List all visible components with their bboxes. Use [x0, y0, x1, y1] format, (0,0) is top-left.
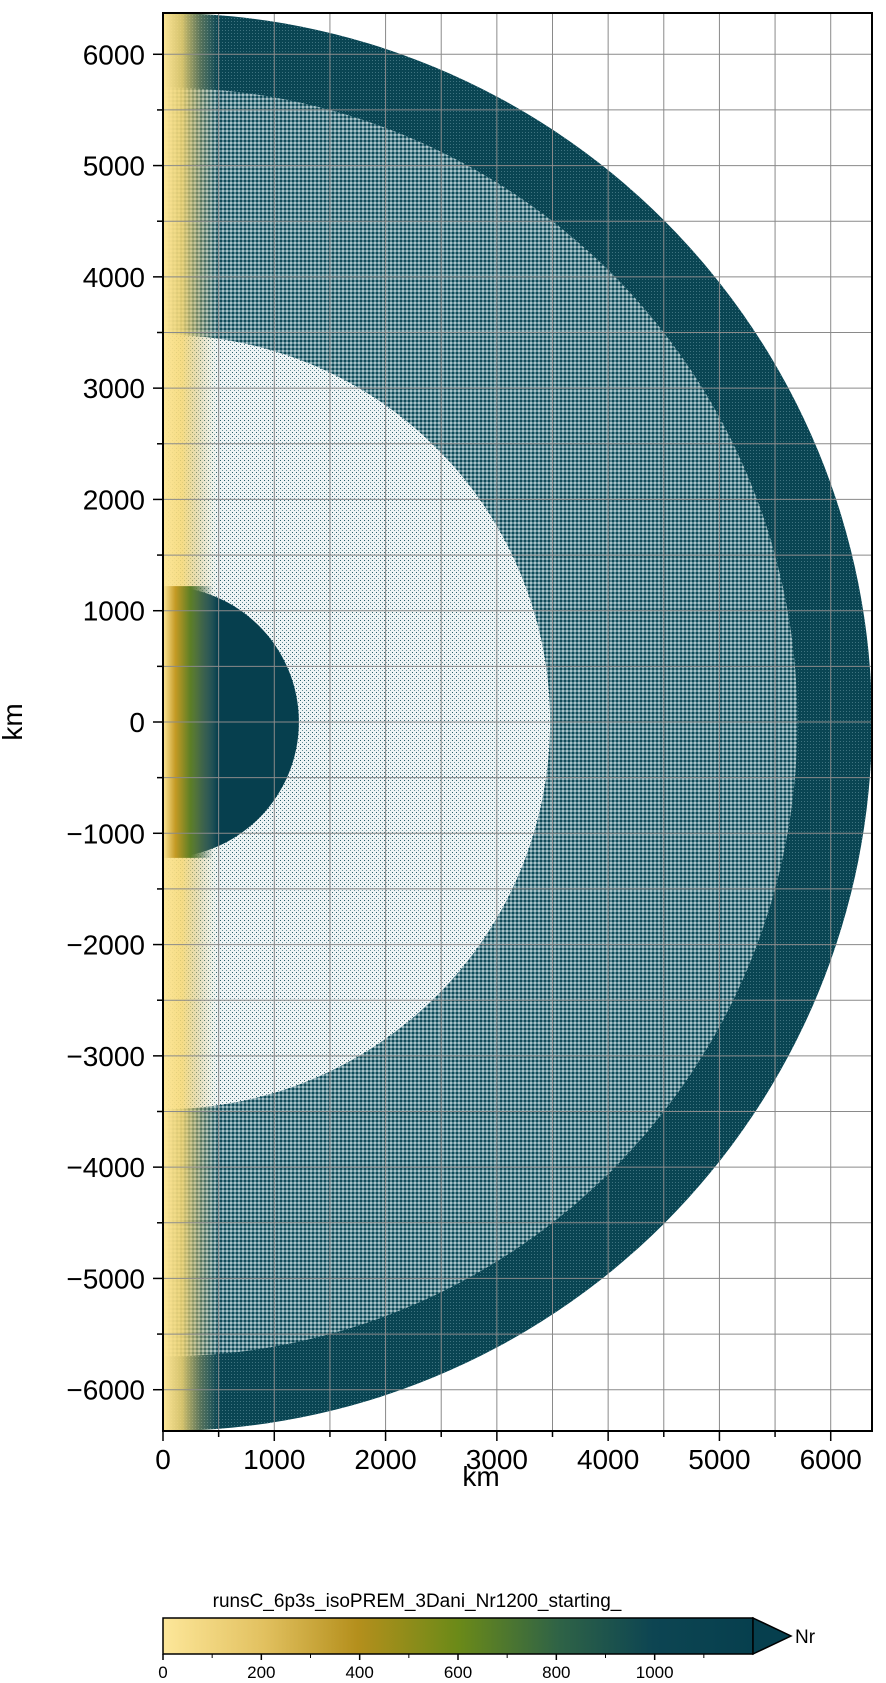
y-tick-label: 2000 [83, 484, 145, 515]
colorbar-tick-label: 400 [345, 1663, 373, 1682]
y-tick-label: −6000 [66, 1375, 145, 1406]
x-tick-label: 2000 [354, 1444, 416, 1475]
y-tick-label: 1000 [83, 596, 145, 627]
x-tick-label: 1000 [243, 1444, 305, 1475]
colorbar-tick-label: 800 [542, 1663, 570, 1682]
colorbar-unit-label: Nr [795, 1627, 816, 1648]
y-axis-label: km [0, 703, 28, 740]
y-axis-ticks: 6000 5000 4000 3000 2000 1000 0 −1000 −2000 −3000… [66, 39, 163, 1406]
colorbar-tick-label: 200 [247, 1663, 275, 1682]
colorbar-overflow-triangle [752, 1616, 793, 1656]
x-axis-label: km [462, 1461, 499, 1492]
y-tick-label: 4000 [83, 262, 145, 293]
colorbar-tick-label: 600 [444, 1663, 472, 1682]
colorbar-ticks: 0 200 400 600 800 1000 [158, 1654, 705, 1682]
y-tick-label: −1000 [66, 818, 145, 849]
x-tick-label: 5000 [688, 1444, 750, 1475]
y-tick-label: −2000 [66, 930, 145, 961]
y-tick-label: 0 [129, 707, 145, 738]
x-tick-label: 4000 [577, 1444, 639, 1475]
x-tick-label: 3000 [466, 1444, 528, 1475]
colorbar-title: runsC_6p3s_isoPREM_3Dani_Nr1200_starting… [213, 1591, 622, 1612]
colorbar-tick-label: 1000 [636, 1663, 674, 1682]
x-tick-label: 0 [155, 1444, 171, 1475]
colorbar-tick-label: 0 [158, 1663, 167, 1682]
y-tick-label: 3000 [83, 373, 145, 404]
x-axis-ticks: 0 1000 2000 3000 4000 5000 6000 [155, 1431, 862, 1475]
y-tick-label: −5000 [66, 1263, 145, 1294]
y-tick-label: 6000 [83, 39, 145, 70]
x-tick-label: 6000 [800, 1444, 862, 1475]
y-tick-label: 5000 [83, 151, 145, 182]
colorbar-gradient [162, 1617, 754, 1655]
y-tick-label: −3000 [66, 1041, 145, 1072]
y-tick-label: −4000 [66, 1152, 145, 1183]
grid-lines [163, 13, 872, 1431]
colorbar: runsC_6p3s_isoPREM_3Dani_Nr1200_starting… [158, 1591, 815, 1682]
